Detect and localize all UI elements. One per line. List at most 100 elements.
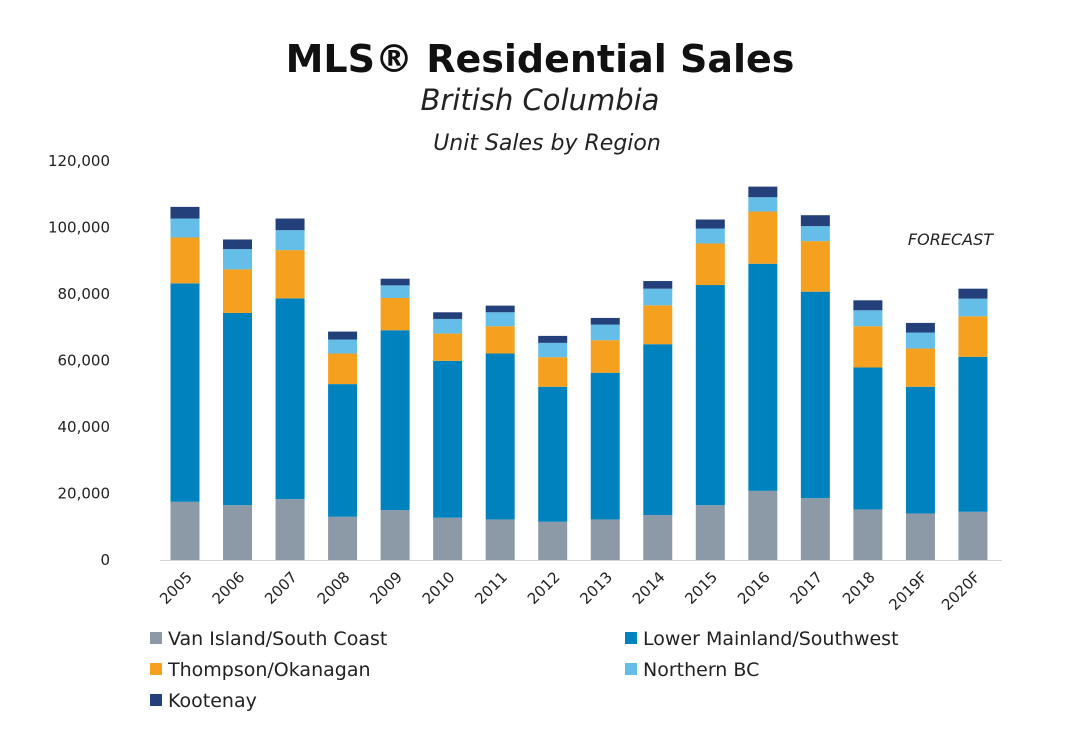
x-tick-label: 2012: [524, 568, 564, 608]
bar-segment-thompson-okanagan-2016: [748, 211, 778, 264]
bar-segment-lower-mainland-southwest-2019F: [905, 386, 935, 514]
bar-segment-thompson-okanagan-2019F: [905, 348, 935, 387]
y-tick-label: 60,000: [58, 352, 111, 370]
x-tick-label: 2018: [839, 568, 879, 608]
bar-segment-van-island-south-coast-2009: [380, 510, 410, 560]
bar-segment-kootenay-2014: [643, 281, 673, 289]
chart-subtitle-2: Unit Sales by Region: [433, 131, 661, 156]
legend-swatch: [625, 663, 637, 675]
bar-segment-van-island-south-coast-2016: [748, 490, 778, 560]
legend-swatch: [150, 694, 162, 706]
bar-segment-thompson-okanagan-2017: [800, 241, 830, 292]
x-tick-label: 2005: [156, 568, 196, 608]
x-axis: 2005 2006 2007 2008 2009 2010 2011 2012 2013 2014…: [156, 568, 984, 614]
legend-label: Lower Mainland/Southwest: [643, 628, 899, 650]
bar-segment-kootenay-2009: [380, 278, 410, 286]
y-axis: 0 20,000 40,000 60,000 80,000 100,000 120,000: [48, 152, 110, 569]
y-tick-label: 40,000: [58, 418, 111, 436]
forecast-annotation: FORECAST: [908, 230, 994, 249]
x-tick-label: 2016: [734, 568, 774, 608]
legend-label: Thompson/Okanagan: [167, 659, 371, 681]
chart-title: MLS® Residential Sales: [286, 37, 795, 81]
bar-segment-thompson-okanagan-2014: [643, 305, 673, 345]
legend-label: Kootenay: [168, 690, 257, 712]
x-tick-label: 2017: [786, 568, 826, 608]
x-tick-label: 2009: [366, 568, 406, 608]
bar-segment-northern-bc-2008: [328, 339, 358, 354]
bar-segment-thompson-okanagan-2008: [328, 353, 358, 385]
bar-segment-kootenay-2007: [275, 218, 305, 231]
bar-segment-northern-bc-2017: [800, 226, 830, 242]
bar-segment-kootenay-2011: [485, 305, 515, 313]
bar-segment-northern-bc-2018: [853, 310, 883, 327]
bar-segment-kootenay-2008: [328, 331, 358, 340]
bar-segment-van-island-south-coast-2006: [223, 505, 253, 560]
bar-segment-northern-bc-2007: [275, 230, 305, 251]
bar-segment-northern-bc-2013: [590, 324, 620, 341]
x-tick-label: 2015: [681, 568, 721, 608]
bar-segment-van-island-south-coast-2007: [275, 499, 305, 560]
x-tick-label: 2007: [261, 568, 301, 608]
chart-subtitle: British Columbia: [421, 83, 660, 117]
bar-segment-thompson-okanagan-2011: [485, 326, 515, 354]
bar-segment-thompson-okanagan-2007: [275, 250, 305, 299]
bar-segment-northern-bc-2012: [538, 342, 568, 358]
bar-segment-van-island-south-coast-2020F: [958, 511, 988, 560]
bar-segment-kootenay-2012: [538, 335, 568, 343]
x-tick-label: 2010: [419, 568, 459, 608]
y-tick-label: 20,000: [58, 485, 111, 503]
bar-segment-lower-mainland-southwest-2020F: [958, 356, 988, 512]
bar-segment-northern-bc-2010: [433, 318, 463, 334]
bar-segment-kootenay-2015: [695, 219, 725, 229]
bar-segment-van-island-south-coast-2015: [695, 505, 725, 560]
bar-segment-van-island-south-coast-2008: [328, 516, 358, 560]
bar-segment-van-island-south-coast-2005: [170, 501, 200, 560]
bar-segment-thompson-okanagan-2013: [590, 340, 620, 373]
bar-segment-northern-bc-2016: [748, 197, 778, 212]
bar-segment-thompson-okanagan-2010: [433, 333, 463, 361]
bar-segment-kootenay-2010: [433, 312, 463, 319]
bar-segment-thompson-okanagan-2020F: [958, 316, 988, 357]
bar-segment-kootenay-2018: [853, 300, 883, 311]
bar-segment-kootenay-2006: [223, 239, 253, 250]
legend-swatch: [150, 632, 162, 644]
bar-segment-lower-mainland-southwest-2006: [223, 312, 253, 506]
legend: Van Island/South Coast Lower Mainland/Sou…: [150, 628, 899, 712]
bar-segment-lower-mainland-southwest-2018: [853, 367, 883, 510]
bar-segment-northern-bc-2015: [695, 228, 725, 244]
bar-segment-thompson-okanagan-2006: [223, 269, 253, 313]
legend-swatch: [625, 632, 637, 644]
y-tick-label: 120,000: [48, 152, 110, 170]
x-tick-label: 2019F: [885, 568, 931, 614]
bar-segment-van-island-south-coast-2019F: [905, 513, 935, 560]
bar-segment-lower-mainland-southwest-2005: [170, 283, 200, 502]
bar-segment-northern-bc-2020F: [958, 298, 988, 317]
bar-segment-lower-mainland-southwest-2017: [800, 291, 830, 499]
bars: [170, 186, 988, 560]
bar-segment-lower-mainland-southwest-2012: [538, 386, 568, 522]
y-tick-label: 0: [100, 551, 110, 569]
bar-segment-northern-bc-2019F: [905, 332, 935, 349]
bar-segment-kootenay-2013: [590, 317, 620, 325]
x-tick-label: 2013: [576, 568, 616, 608]
bar-segment-kootenay-2019F: [905, 322, 935, 333]
bar-segment-kootenay-2020F: [958, 288, 988, 299]
bar-segment-kootenay-2017: [800, 215, 830, 227]
bar-segment-thompson-okanagan-2005: [170, 237, 200, 284]
bar-segment-van-island-south-coast-2014: [643, 515, 673, 560]
bar-segment-lower-mainland-southwest-2011: [485, 353, 515, 520]
bar-segment-lower-mainland-southwest-2008: [328, 384, 358, 517]
bar-segment-van-island-south-coast-2012: [538, 521, 568, 560]
bar-segment-lower-mainland-southwest-2015: [695, 285, 725, 506]
bar-segment-van-island-south-coast-2010: [433, 517, 463, 560]
bar-segment-thompson-okanagan-2015: [695, 243, 725, 286]
bar-segment-van-island-south-coast-2013: [590, 519, 620, 560]
y-tick-label: 100,000: [48, 219, 110, 237]
bar-segment-van-island-south-coast-2011: [485, 519, 515, 560]
x-tick-label: 2011: [471, 568, 511, 608]
legend-label: Van Island/South Coast: [168, 628, 387, 650]
y-tick-label: 80,000: [58, 285, 111, 303]
x-tick-label: 2006: [209, 568, 249, 608]
bar-segment-van-island-south-coast-2018: [853, 509, 883, 560]
